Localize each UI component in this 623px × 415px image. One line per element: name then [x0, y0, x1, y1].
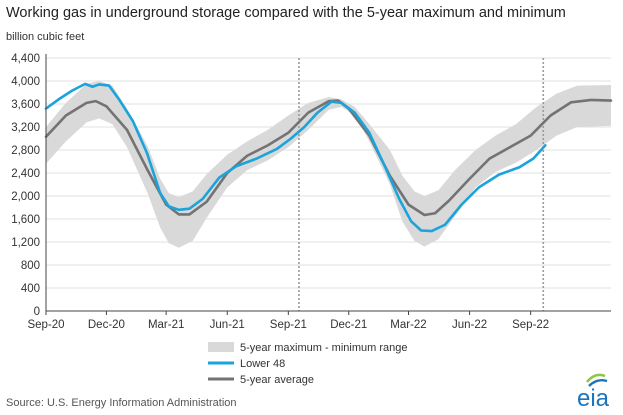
x-tick-label: Mar-21 — [148, 319, 184, 331]
y-tick-label: 2,800 — [11, 145, 40, 157]
y-tick-label: 0 — [34, 306, 40, 318]
x-tick-labels: Sep-20 Dec-20 Mar-21 Jun-21 Sep-21 Dec-21 Mar-… — [27, 319, 549, 331]
y-tick-label: 400 — [21, 283, 40, 295]
y-tick-label: 1,200 — [11, 237, 40, 249]
y-tick-labels: 0 400 800 1,200 1,600 2,000 2,400 2,800 3,200 3,6… — [11, 53, 40, 318]
x-tick-label: Sep-21 — [270, 319, 307, 331]
chart-title: Working gas in underground storage compa… — [6, 5, 566, 21]
range-band-area — [46, 81, 611, 248]
series-lines — [44, 82, 613, 233]
y-axis-unit-label: billion cubic feet — [6, 31, 85, 43]
y-tick-label: 3,600 — [11, 99, 40, 111]
axes — [45, 54, 611, 315]
series-line-lower48 — [44, 82, 547, 233]
vertical-markers — [298, 58, 545, 311]
range-band — [46, 81, 611, 248]
source-note: Source: U.S. Energy Information Administ… — [6, 397, 237, 409]
y-tick-label: 1,600 — [11, 214, 40, 226]
x-tick-label: Jun-22 — [452, 319, 487, 331]
eia-logo: eia — [573, 370, 617, 412]
y-tick-label: 2,400 — [11, 168, 40, 180]
x-tick-label: Jun-21 — [210, 319, 245, 331]
legend-swatch-range — [208, 342, 234, 352]
gridlines — [46, 57, 611, 289]
y-tick-label: 2,000 — [11, 191, 40, 203]
legend-label-avg: 5-year average — [240, 374, 314, 386]
x-tick-label: Dec-21 — [330, 319, 367, 331]
x-tick-label: Sep-22 — [512, 319, 549, 331]
y-tick-label: 4,000 — [11, 76, 40, 88]
series-line-avg — [44, 98, 613, 217]
y-tick-label: 3,200 — [11, 122, 40, 134]
x-tick-label: Sep-20 — [27, 319, 64, 331]
svg-text:eia: eia — [577, 385, 610, 410]
legend: 5-year maximum - minimum range Lower 48 5-… — [208, 342, 407, 386]
legend-label-lower48: Lower 48 — [240, 358, 285, 370]
x-tick-label: Dec-20 — [88, 319, 125, 331]
y-tick-label: 800 — [21, 260, 40, 272]
x-tick-label: Mar-22 — [390, 319, 426, 331]
legend-label-range: 5-year maximum - minimum range — [240, 342, 407, 354]
y-tick-label: 4,400 — [11, 53, 40, 65]
